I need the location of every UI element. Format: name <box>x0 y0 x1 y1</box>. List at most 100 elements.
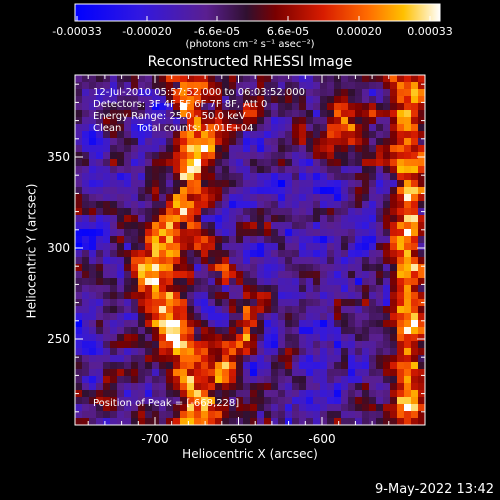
heatmap-pixel <box>173 229 181 237</box>
heatmap-pixel <box>82 299 90 307</box>
heatmap-pixel <box>152 89 160 97</box>
heatmap-pixel <box>243 299 251 307</box>
heatmap-pixel <box>404 236 412 244</box>
heatmap-pixel <box>376 250 384 258</box>
heatmap-pixel <box>166 187 174 195</box>
heatmap-pixel <box>341 299 349 307</box>
heatmap-pixel <box>215 89 223 97</box>
heatmap-pixel <box>404 397 412 405</box>
heatmap-pixel <box>397 243 405 251</box>
heatmap-pixel <box>306 250 314 258</box>
heatmap-pixel <box>376 355 384 363</box>
heatmap-pixel <box>271 138 279 146</box>
heatmap-pixel <box>166 341 174 349</box>
heatmap-pixel <box>404 138 412 146</box>
heatmap-pixel <box>82 243 90 251</box>
heatmap-pixel <box>243 362 251 370</box>
heatmap-pixel <box>138 390 146 398</box>
heatmap-pixel <box>369 194 377 202</box>
heatmap-pixel <box>194 418 202 425</box>
heatmap-pixel <box>208 236 216 244</box>
heatmap-pixel <box>236 383 244 391</box>
heatmap-pixel <box>285 285 293 293</box>
heatmap-pixel <box>341 411 349 419</box>
heatmap-pixel <box>194 278 202 286</box>
heatmap-pixel <box>75 285 83 293</box>
heatmap-pixel <box>103 299 111 307</box>
heatmap-pixel <box>236 257 244 265</box>
heatmap-pixel <box>397 418 405 425</box>
heatmap-pixel <box>110 341 118 349</box>
heatmap-pixel <box>96 117 104 125</box>
heatmap-pixel <box>299 159 307 167</box>
heatmap-pixel <box>390 383 398 391</box>
heatmap-pixel <box>215 320 223 328</box>
heatmap-pixel <box>82 229 90 237</box>
heatmap-pixel <box>131 341 139 349</box>
heatmap-pixel <box>292 152 300 160</box>
heatmap-pixel <box>82 215 90 223</box>
heatmap-pixel <box>334 369 342 377</box>
heatmap-pixel <box>299 145 307 153</box>
heatmap-pixel <box>187 75 195 83</box>
heatmap-pixel <box>173 89 181 97</box>
heatmap-pixel <box>278 306 286 314</box>
heatmap-pixel <box>306 285 314 293</box>
heatmap-pixel <box>418 215 425 223</box>
heatmap-pixel <box>243 89 251 97</box>
heatmap-pixel <box>131 243 139 251</box>
heatmap-pixel <box>159 152 167 160</box>
heatmap-pixel <box>411 383 419 391</box>
heatmap-pixel <box>390 341 398 349</box>
heatmap-pixel <box>278 355 286 363</box>
heatmap-pixel <box>222 208 230 216</box>
heatmap-pixel <box>152 131 160 139</box>
heatmap-pixel <box>341 418 349 425</box>
heatmap-pixel <box>376 327 384 335</box>
heatmap-pixel <box>390 299 398 307</box>
heatmap-pixel <box>299 208 307 216</box>
heatmap-pixel <box>369 131 377 139</box>
heatmap-pixel <box>138 404 146 412</box>
heatmap-pixel <box>264 187 272 195</box>
heatmap-pixel <box>103 376 111 384</box>
heatmap-pixel <box>117 124 125 132</box>
heatmap-pixel <box>320 215 328 223</box>
heatmap-pixel <box>327 229 335 237</box>
heatmap-pixel <box>124 208 132 216</box>
heatmap-pixel <box>75 166 83 174</box>
heatmap-pixel <box>201 411 209 419</box>
heatmap-pixel <box>159 334 167 342</box>
heatmap-pixel <box>250 397 258 405</box>
heatmap-pixel <box>75 292 83 300</box>
heatmap-pixel <box>250 383 258 391</box>
heatmap-pixel <box>152 271 160 279</box>
heatmap-pixel <box>236 180 244 188</box>
heatmap-pixel <box>278 159 286 167</box>
heatmap-pixel <box>159 201 167 209</box>
heatmap-pixel <box>117 348 125 356</box>
heatmap-pixel <box>292 75 300 83</box>
heatmap-pixel <box>117 75 125 83</box>
heatmap-pixel <box>173 327 181 335</box>
heatmap-pixel <box>166 145 174 153</box>
heatmap-pixel <box>96 334 104 342</box>
heatmap-pixel <box>397 271 405 279</box>
heatmap-pixel <box>404 145 412 153</box>
heatmap-pixel <box>166 173 174 181</box>
heatmap-pixel <box>201 145 209 153</box>
heatmap-pixel <box>390 348 398 356</box>
heatmap-pixel <box>320 159 328 167</box>
heatmap-pixel <box>229 131 237 139</box>
heatmap-pixel <box>173 145 181 153</box>
heatmap-pixel <box>411 194 419 202</box>
heatmap-pixel <box>306 208 314 216</box>
heatmap-pixel <box>138 103 146 111</box>
heatmap-pixel <box>236 222 244 230</box>
heatmap-pixel <box>173 278 181 286</box>
heatmap-pixel <box>215 327 223 335</box>
heatmap-pixel <box>327 320 335 328</box>
heatmap-pixel <box>355 376 363 384</box>
heatmap-pixel <box>89 278 97 286</box>
heatmap-pixel <box>411 285 419 293</box>
